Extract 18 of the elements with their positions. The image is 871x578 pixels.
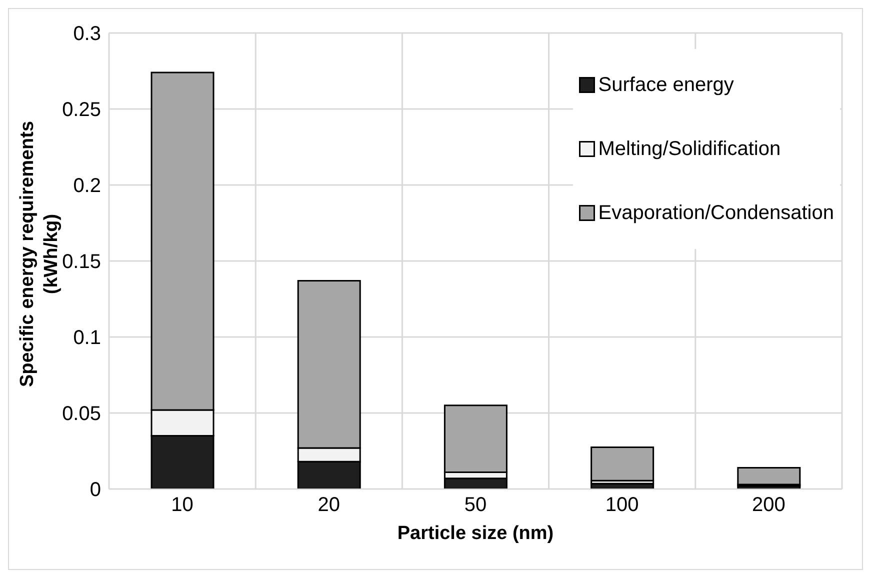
bar — [590, 446, 654, 482]
y-tick-label: 0.1 — [73, 327, 101, 350]
legend-label: Surface energy — [598, 74, 734, 96]
y-tick-label: 0.15 — [62, 251, 101, 274]
x-tick-label: 50 — [464, 494, 487, 516]
x-axis-title: Particle size (nm) — [397, 523, 554, 544]
y-tick-label: 0.05 — [62, 403, 101, 426]
x-tick-label: 20 — [318, 494, 340, 516]
y-tick-label: 0.25 — [62, 99, 101, 122]
y-tick-label: 0.3 — [73, 23, 101, 46]
y-axis-title: Specific energy requirements (kWh/kg) — [17, 120, 62, 388]
y-tick-label: 0.2 — [73, 175, 101, 198]
legend-label: Melting/Solidification — [598, 138, 781, 160]
y-tick-label: 0 — [90, 479, 101, 502]
legend-label: Evaporation/Condensation — [598, 202, 834, 224]
x-tick-label: 10 — [171, 494, 194, 516]
x-tick-label: 200 — [752, 494, 786, 516]
x-tick-label: 100 — [605, 494, 639, 516]
